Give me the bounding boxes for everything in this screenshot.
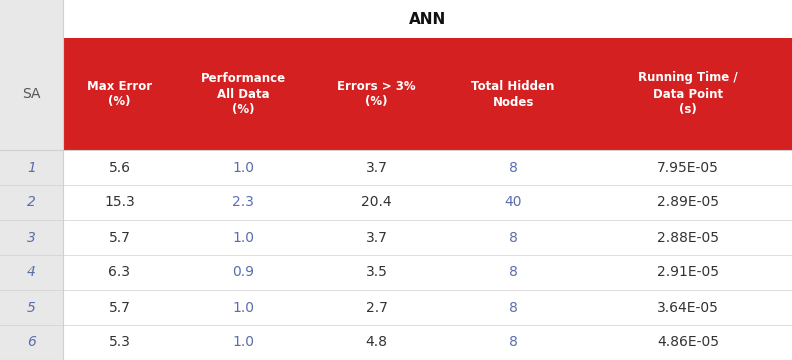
Text: 6.3: 6.3 [109,266,131,279]
Text: ANN: ANN [409,12,446,27]
Bar [63,38,792,150]
Text: 2: 2 [27,195,36,210]
Text: 2.3: 2.3 [233,195,254,210]
Text: 7.95E-05: 7.95E-05 [657,161,719,175]
Text: Performance
All Data
(%): Performance All Data (%) [201,72,286,117]
Text: 1: 1 [27,161,36,175]
Text: 20.4: 20.4 [361,195,392,210]
Bar [0,0,63,360]
Text: 1.0: 1.0 [232,161,254,175]
Text: 8: 8 [508,161,518,175]
Text: 40: 40 [505,195,522,210]
Text: 4.86E-05: 4.86E-05 [657,336,719,350]
Text: 8: 8 [508,301,518,315]
Text: 8: 8 [508,336,518,350]
Text: 2.91E-05: 2.91E-05 [657,266,719,279]
Text: 3.7: 3.7 [366,161,387,175]
Text: SA: SA [22,87,40,101]
Text: 1.0: 1.0 [232,301,254,315]
Text: 3.7: 3.7 [366,230,387,244]
Text: Errors > 3%
(%): Errors > 3% (%) [337,80,416,108]
Text: 4.8: 4.8 [365,336,387,350]
Text: 0.9: 0.9 [232,266,254,279]
Text: 1.0: 1.0 [232,230,254,244]
Text: 1.0: 1.0 [232,336,254,350]
Text: 2.89E-05: 2.89E-05 [657,195,719,210]
Text: 6: 6 [27,336,36,350]
Text: 5: 5 [27,301,36,315]
Text: Max Error
(%): Max Error (%) [87,80,152,108]
Text: 8: 8 [508,230,518,244]
Text: 5.7: 5.7 [109,230,131,244]
Text: 5.6: 5.6 [109,161,131,175]
Text: 3.64E-05: 3.64E-05 [657,301,719,315]
Text: Total Hidden
Nodes: Total Hidden Nodes [471,80,555,108]
Text: 8: 8 [508,266,518,279]
Text: 3.5: 3.5 [366,266,387,279]
Text: 15.3: 15.3 [104,195,135,210]
Text: 2.88E-05: 2.88E-05 [657,230,719,244]
Text: 2.7: 2.7 [366,301,387,315]
Text: 4: 4 [27,266,36,279]
Text: 3: 3 [27,230,36,244]
Text: 5.7: 5.7 [109,301,131,315]
Text: 5.3: 5.3 [109,336,131,350]
Bar [63,150,792,360]
Text: Running Time /
Data Point
(s): Running Time / Data Point (s) [638,72,738,117]
Bar [63,0,792,38]
